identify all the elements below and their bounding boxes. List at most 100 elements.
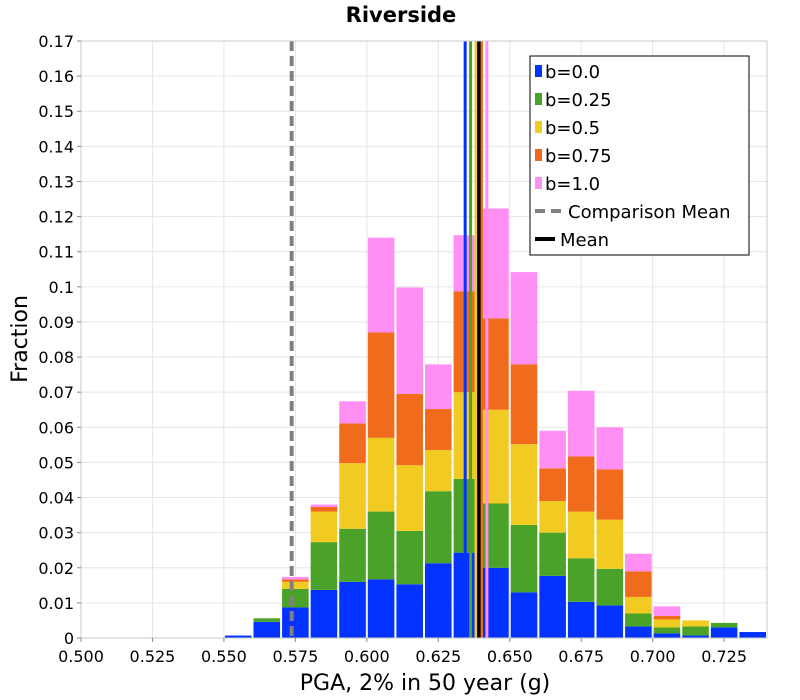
- plot-frame: [80, 40, 768, 639]
- y-tick-label: 0.14: [38, 137, 74, 156]
- y-tick-label: 0.08: [38, 348, 74, 367]
- bar-segment: [567, 601, 595, 638]
- histogram-bars: [224, 208, 766, 638]
- y-tick-label: 0: [64, 629, 74, 648]
- y-tick-label: 0.16: [38, 67, 74, 86]
- x-axis-label: PGA, 2% in 50 year (g): [300, 671, 551, 696]
- y-tick-label: 0.02: [38, 559, 74, 578]
- bar-segment: [282, 576, 309, 580]
- bar-segment: [596, 605, 624, 638]
- bar-segment: [539, 532, 566, 576]
- bar-segment: [653, 606, 681, 616]
- bar-segment: [596, 427, 624, 470]
- x-tick-label: 0.725: [701, 647, 747, 666]
- y-tick-label: 0.17: [38, 32, 74, 51]
- legend-label: Comparison Mean: [568, 202, 731, 223]
- bar-segment: [282, 579, 309, 582]
- bar-segment: [310, 507, 338, 512]
- x-tick-label: 0.525: [130, 647, 176, 666]
- bar-segment: [682, 620, 709, 627]
- bar-segment: [653, 615, 681, 620]
- bar-segment: [310, 504, 338, 508]
- bar-segment: [310, 511, 338, 543]
- bar-segment: [282, 581, 309, 589]
- y-tick-label: 0.11: [38, 243, 74, 262]
- y-tick-label: 0.1: [49, 278, 74, 297]
- bar-segment: [510, 272, 538, 365]
- x-tick-label: 0.550: [201, 647, 247, 666]
- bar-segment: [339, 528, 366, 582]
- bar-segment: [425, 450, 452, 492]
- bar-segment: [510, 364, 538, 445]
- y-tick-label: 0.13: [38, 172, 74, 191]
- y-tick-label: 0.07: [38, 383, 74, 402]
- bar-segment: [596, 519, 624, 569]
- bar-segment: [396, 530, 423, 585]
- bar-segment: [567, 456, 595, 512]
- legend-swatch: [535, 149, 542, 161]
- legend-swatch: [535, 177, 542, 189]
- legend-swatch: [535, 121, 542, 133]
- legend-label: b=0.0: [545, 62, 600, 83]
- bar-segment: [510, 524, 538, 593]
- bar-segment: [253, 618, 281, 622]
- bar-segment: [339, 401, 366, 424]
- bar-segment: [367, 579, 395, 638]
- bar-segment: [367, 237, 395, 333]
- legend-label: Mean: [560, 230, 609, 251]
- bar-segment: [596, 568, 624, 606]
- bar-segment: [710, 622, 738, 628]
- bar-segment: [625, 596, 652, 614]
- y-tick-label: 0.04: [38, 489, 74, 508]
- x-tick-label: 0.500: [58, 647, 104, 666]
- bar-segment: [682, 635, 709, 638]
- x-axis-ticks: 0.500 0.525 0.550 0.575 0.600 0.625 0.650 0.675…: [58, 638, 747, 666]
- bar-segment: [224, 635, 252, 638]
- bar-segment: [510, 444, 538, 525]
- bar-segment: [653, 633, 681, 638]
- bar-segment: [567, 390, 595, 457]
- bar-segment: [625, 553, 652, 572]
- legend: b=0.0 b=0.25 b=0.5 b=0.75 b=1.0 Comparison Me…: [529, 55, 750, 256]
- bar-segment: [625, 613, 652, 627]
- x-tick-label: 0.600: [344, 647, 390, 666]
- bar-segment: [396, 465, 423, 531]
- bar-segment: [539, 430, 566, 469]
- bar-segment: [310, 589, 338, 638]
- y-axis-label: Fraction: [8, 295, 33, 383]
- bar-segment: [625, 571, 652, 597]
- bar-segment: [310, 542, 338, 590]
- bar-segment: [396, 287, 423, 394]
- x-tick-label: 0.675: [558, 647, 604, 666]
- x-tick-label: 0.625: [415, 647, 461, 666]
- bar-segment: [396, 584, 423, 638]
- bar-segment: [567, 511, 595, 559]
- chart-title: Riverside: [346, 3, 457, 27]
- bar-segment: [596, 469, 624, 520]
- legend-label: b=1.0: [545, 174, 600, 195]
- bar-segment: [396, 393, 423, 466]
- legend-swatch: [535, 93, 542, 105]
- bar-segment: [367, 437, 395, 512]
- bar-segment: [282, 588, 309, 608]
- bar-segment: [425, 563, 452, 638]
- legend-swatch: [535, 65, 542, 77]
- legend-label: b=0.25: [545, 90, 612, 111]
- legend-label: b=0.5: [545, 118, 600, 139]
- y-tick-label: 0.05: [38, 453, 74, 472]
- bar-segment: [653, 619, 681, 628]
- bar-segment: [339, 423, 366, 464]
- y-tick-label: 0.01: [38, 594, 74, 613]
- legend-box: [529, 55, 750, 256]
- x-tick-label: 0.650: [487, 647, 533, 666]
- bar-segment: [510, 592, 538, 638]
- bar-segment: [539, 468, 566, 502]
- y-tick-label: 0.09: [38, 313, 74, 332]
- bar-segment: [367, 332, 395, 438]
- bar-segment: [653, 627, 681, 634]
- y-tick-label: 0.12: [38, 208, 74, 227]
- bar-segment: [539, 575, 566, 638]
- bar-segment: [425, 364, 452, 410]
- bar-segment: [567, 558, 595, 602]
